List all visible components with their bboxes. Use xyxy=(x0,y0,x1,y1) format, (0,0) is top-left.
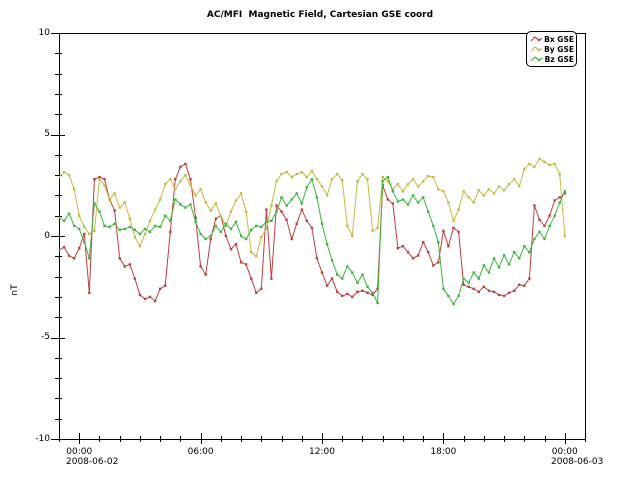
legend-label-bz: Bz GSE xyxy=(544,54,574,64)
legend-label-by: By GSE xyxy=(544,44,574,54)
legend-line-sample-bx-icon xyxy=(530,36,543,42)
legend: Bx GSE By GSE Bz GSE xyxy=(526,31,577,67)
legend-label-bx: Bx GSE xyxy=(544,34,574,44)
x-tick-label: 06:00 xyxy=(187,447,214,457)
series-markers-bz-gse xyxy=(59,175,566,306)
series-line-bz-gse xyxy=(59,176,566,305)
x-axis-date-end: 2008-06-03 xyxy=(551,457,604,467)
series-markers-by-gse xyxy=(59,157,566,258)
y-tick-label: 0 xyxy=(44,230,50,241)
x-tick-label: 18:00 xyxy=(430,447,457,457)
x-tick-label: 00:00 xyxy=(66,447,93,457)
legend-item-bx: Bx GSE xyxy=(530,34,574,44)
legend-line-sample-bz-icon xyxy=(530,56,543,62)
legend-item-by: By GSE xyxy=(530,44,574,54)
y-tick-label: -10 xyxy=(35,433,50,444)
y-tick-label: 5 xyxy=(44,129,50,139)
x-tick-label: 00:00 xyxy=(551,447,578,457)
legend-line-sample-by-icon xyxy=(530,46,543,52)
y-tick-label: -5 xyxy=(41,332,50,342)
plot-border xyxy=(59,33,586,440)
series-line-by-gse xyxy=(59,158,566,258)
series-line-bx-gse xyxy=(59,163,566,302)
y-tick-label: 10 xyxy=(38,27,50,38)
x-axis-date-start: 2008-06-02 xyxy=(66,457,119,467)
x-tick-label: 12:00 xyxy=(309,447,335,457)
series-markers-bx-gse xyxy=(59,162,566,303)
legend-item-bz: Bz GSE xyxy=(530,54,574,64)
chart-title: AC/MFI Magnetic Field, Cartesian GSE coo… xyxy=(206,10,434,20)
